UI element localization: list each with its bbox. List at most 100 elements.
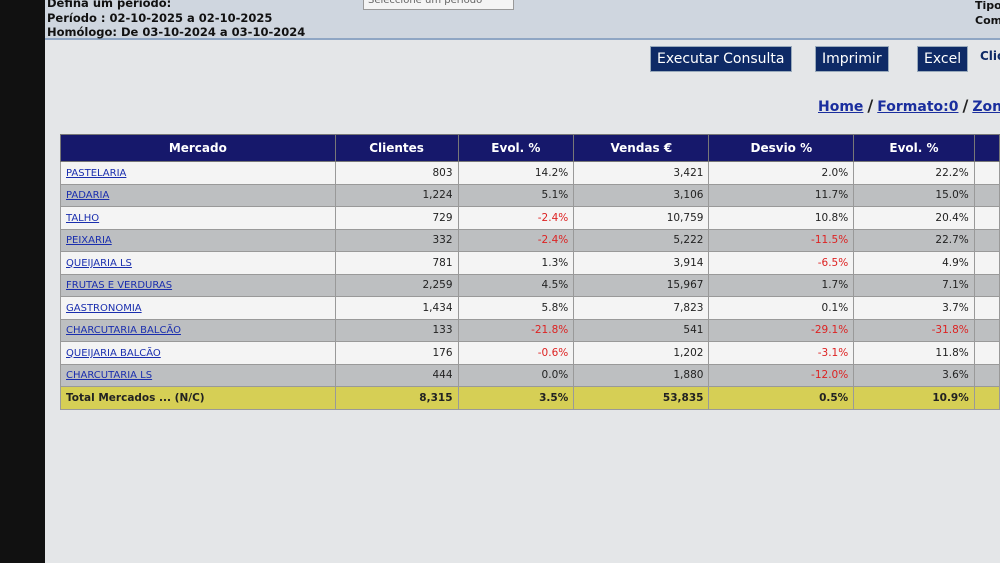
column-header: Vendas € — [573, 134, 710, 162]
value-cell: 22.2% — [853, 161, 975, 185]
breadcrumb-separator: / — [962, 96, 969, 115]
value-cell: 7.1% — [853, 273, 975, 297]
market-link[interactable]: PADARIA — [66, 190, 110, 202]
column-header: Desvio % — [708, 134, 855, 162]
market-link[interactable]: PEIXARIA — [66, 235, 112, 247]
table-row: PASTELARIA 803 14.2% 3,421 2.0% 22.2% — [60, 161, 1000, 185]
cut-cell — [973, 363, 1000, 387]
excel-button[interactable]: Excel — [917, 46, 969, 72]
execute-button[interactable]: Executar Consulta — [650, 46, 792, 72]
value-cell: 4.9% — [853, 251, 975, 275]
market-link[interactable]: QUEIJARIA LS — [66, 257, 132, 269]
header-row: Mercado Clientes Evol. % Vendas € Desvio % Ev… — [60, 134, 1000, 162]
breadcrumb-separator: / — [867, 96, 874, 115]
column-header: Clientes — [334, 134, 459, 162]
value-cell: 7,823 — [573, 296, 710, 320]
table-row: QUEIJARIA LS 781 1.3% 3,914 -6.5% 4.9% — [60, 251, 1000, 275]
cut-cell — [973, 273, 1000, 297]
value-cell: 729 — [334, 206, 459, 230]
value-cell: -2.4% — [457, 206, 575, 230]
value-cell: 0.0% — [457, 363, 575, 387]
value-cell: 1,880 — [573, 363, 710, 387]
column-header: Evol. % — [853, 134, 975, 162]
value-cell: 5.8% — [457, 296, 575, 320]
market-link[interactable]: FRUTAS E VERDURAS — [66, 280, 173, 292]
market-link[interactable]: CHARCUTARIA LS — [66, 370, 153, 382]
print-button[interactable]: Imprimir — [815, 46, 889, 72]
table-row: FRUTAS E VERDURAS 2,259 4.5% 15,967 1.7% 7.1% — [60, 273, 1000, 297]
cut-cell — [973, 183, 1000, 207]
table-row: GASTRONOMIA 1,434 5.8% 7,823 0.1% 3.7% — [60, 296, 1000, 320]
market-link[interactable]: GASTRONOMIA — [66, 302, 142, 314]
market-link[interactable]: CHARCUTARIA BALCÃO — [66, 325, 181, 337]
table-row: CHARCUTARIA BALCÃO 133 -21.8% 541 -29.1% -31.… — [60, 318, 1000, 342]
value-cell: 10,759 — [573, 206, 710, 230]
value-cell: 5,222 — [573, 228, 710, 252]
value-cell: 20.4% — [853, 206, 975, 230]
period-select[interactable]: Seleccione um período — [363, 0, 514, 10]
value-cell: 8,315 — [334, 386, 459, 410]
market-cell: CHARCUTARIA LS — [60, 363, 336, 387]
column-header: Evol. % — [457, 134, 575, 162]
type-label: Tipo — [975, 0, 1000, 12]
value-cell: 1,202 — [573, 341, 710, 365]
value-cell: 332 — [334, 228, 459, 252]
value-cell: 15.0% — [853, 183, 975, 207]
breadcrumb-link[interactable]: Formato:0 — [877, 99, 959, 115]
breadcrumb-link[interactable]: Zona — [972, 99, 1000, 115]
value-cell: -6.5% — [708, 251, 855, 275]
homologo: Homólogo: De 03-10-2024 a 03-10-2024 — [47, 25, 306, 39]
market-cell: PEIXARIA — [60, 228, 336, 252]
value-cell: -3.1% — [708, 341, 855, 365]
value-cell: 4.5% — [457, 273, 575, 297]
value-cell: -2.4% — [457, 228, 575, 252]
value-cell: 22.7% — [853, 228, 975, 252]
cut-cell — [973, 318, 1000, 342]
table-row: QUEIJARIA BALCÃO 176 -0.6% 1,202 -3.1% 11.8% — [60, 341, 1000, 365]
market-link[interactable]: QUEIJARIA BALCÃO — [66, 347, 161, 359]
define-label: Defina um período: — [47, 0, 172, 10]
value-cell: -12.0% — [708, 363, 855, 387]
table-row: PEIXARIA 332 -2.4% 5,222 -11.5% 22.7% — [60, 228, 1000, 252]
click-hint: Clic — [980, 49, 1000, 63]
value-cell: -21.8% — [457, 318, 575, 342]
value-cell: 1.3% — [457, 251, 575, 275]
value-cell: 1.7% — [708, 273, 855, 297]
column-header: Mercado — [60, 134, 336, 162]
market-link[interactable]: TALHO — [66, 212, 100, 224]
cut-cell — [973, 296, 1000, 320]
market-cell: QUEIJARIA BALCÃO — [60, 341, 336, 365]
value-cell: 14.2% — [457, 161, 575, 185]
value-cell: -31.8% — [853, 318, 975, 342]
value-cell: 2.0% — [708, 161, 855, 185]
value-cell: 3,914 — [573, 251, 710, 275]
value-cell: 0.5% — [708, 386, 855, 410]
cut-cell — [973, 161, 1000, 185]
value-cell: 133 — [334, 318, 459, 342]
table-row: TALHO 729 -2.4% 10,759 10.8% 20.4% — [60, 206, 1000, 230]
cut-cell — [973, 206, 1000, 230]
cut-cell — [973, 251, 1000, 275]
market-cell: PASTELARIA — [60, 161, 336, 185]
com-label: Com — [975, 14, 1000, 27]
value-cell: 2,259 — [334, 273, 459, 297]
value-cell: 781 — [334, 251, 459, 275]
market-cell: QUEIJARIA LS — [60, 251, 336, 275]
screen-bezel — [0, 0, 45, 563]
cut-cell — [973, 228, 1000, 252]
value-cell: -11.5% — [708, 228, 855, 252]
value-cell: 53,835 — [573, 386, 710, 410]
table-row: Total Mercados ... (N/C) 8,315 3.5% 53,835 0… — [60, 386, 1000, 410]
value-cell: -0.6% — [457, 341, 575, 365]
breadcrumb-link[interactable]: Home — [818, 99, 864, 115]
value-cell: 3,106 — [573, 183, 710, 207]
cut-cell — [973, 341, 1000, 365]
market-cell: FRUTAS E VERDURAS — [60, 273, 336, 297]
value-cell: 10.9% — [853, 386, 975, 410]
value-cell: 3,421 — [573, 161, 710, 185]
market-link[interactable]: PASTELARIA — [66, 167, 127, 179]
table-row: PADARIA 1,224 5.1% 3,106 11.7% 15.0% — [60, 183, 1000, 207]
market-table: Mercado Clientes Evol. % Vendas € Desvio % Ev… — [60, 134, 1000, 410]
value-cell: 10.8% — [708, 206, 855, 230]
